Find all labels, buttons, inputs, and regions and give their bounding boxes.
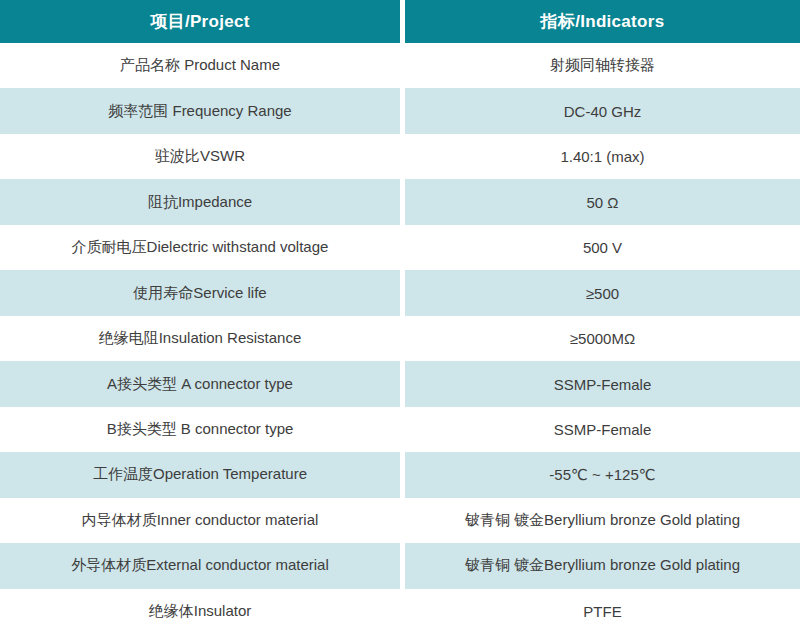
indicator-cell: 射频同轴转接器 [405,43,800,88]
project-cell: 绝缘电阻Insulation Resistance [0,316,400,361]
project-cell: 内导体材质Inner conductor material [0,498,400,543]
project-cell: 阻抗Impedance [0,179,400,224]
indicator-cell: SSMP-Female [405,361,800,406]
table-row: 绝缘体Insulator PTFE [0,589,800,634]
table-row: 介质耐电压Dielectric withstand voltage 500 V [0,225,800,270]
table-row: 阻抗Impedance 50 Ω [0,179,800,224]
table-row: 产品名称 Product Name 射频同轴转接器 [0,43,800,88]
indicator-cell: ≥5000MΩ [405,316,800,361]
indicator-cell: -55℃ ~ +125℃ [405,452,800,497]
product-spec-table: 项目/Project 指标/Indicators 产品名称 Product Na… [0,0,800,634]
table-row: 工作温度Operation Temperature -55℃ ~ +125℃ [0,452,800,497]
table-row: 使用寿命Service life ≥500 [0,270,800,315]
header-cell-indicators: 指标/Indicators [405,0,800,43]
indicator-cell: 500 V [405,225,800,270]
project-cell: 外导体材质External conductor material [0,543,400,588]
indicator-cell: SSMP-Female [405,407,800,452]
project-cell: B接头类型 B connector type [0,407,400,452]
indicator-cell: 铍青铜 镀金Beryllium bronze Gold plating [405,543,800,588]
project-cell: 频率范围 Frequency Range [0,88,400,133]
table-row: 外导体材质External conductor material 铍青铜 镀金B… [0,543,800,588]
project-cell: 介质耐电压Dielectric withstand voltage [0,225,400,270]
project-cell: 使用寿命Service life [0,270,400,315]
table-row: 绝缘电阻Insulation Resistance ≥5000MΩ [0,316,800,361]
table-row: 内导体材质Inner conductor material 铍青铜 镀金Bery… [0,498,800,543]
indicator-cell: 铍青铜 镀金Beryllium bronze Gold plating [405,498,800,543]
project-cell: 驻波比VSWR [0,134,400,179]
indicator-cell: 1.40:1 (max) [405,134,800,179]
indicator-cell: PTFE [405,589,800,634]
table-header-row: 项目/Project 指标/Indicators [0,0,800,43]
table-row: 频率范围 Frequency Range DC-40 GHz [0,88,800,133]
table-row: A接头类型 A connector type SSMP-Female [0,361,800,406]
indicator-cell: DC-40 GHz [405,88,800,133]
project-cell: 工作温度Operation Temperature [0,452,400,497]
table-body: 产品名称 Product Name 射频同轴转接器 频率范围 Frequency… [0,43,800,634]
project-cell: 产品名称 Product Name [0,43,400,88]
project-cell: 绝缘体Insulator [0,589,400,634]
table-row: B接头类型 B connector type SSMP-Female [0,407,800,452]
indicator-cell: ≥500 [405,270,800,315]
table-row: 驻波比VSWR 1.40:1 (max) [0,134,800,179]
project-cell: A接头类型 A connector type [0,361,400,406]
header-cell-project: 项目/Project [0,0,400,43]
indicator-cell: 50 Ω [405,179,800,224]
